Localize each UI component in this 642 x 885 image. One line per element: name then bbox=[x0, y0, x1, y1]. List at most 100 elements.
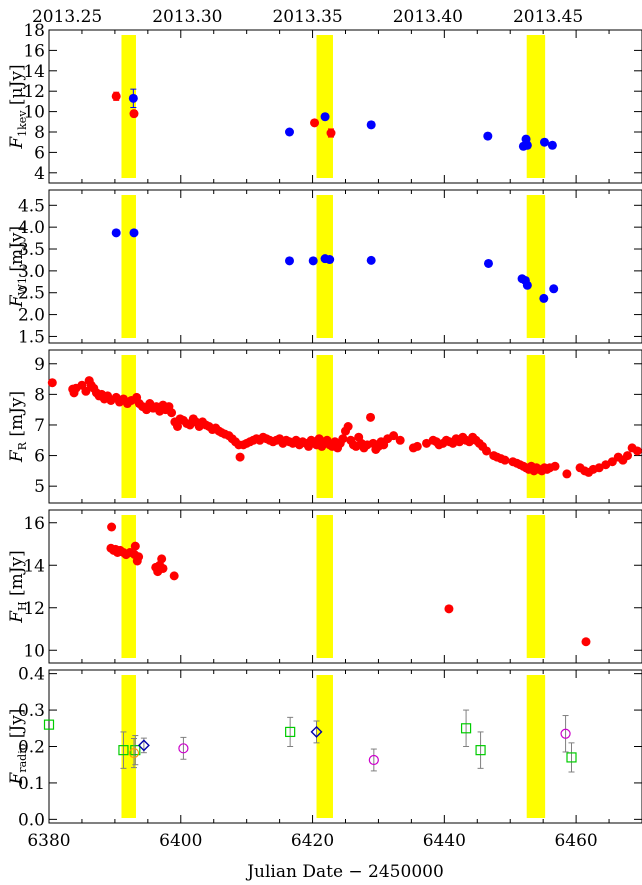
y-tick-label: 7 bbox=[34, 416, 45, 436]
y-tick-label: 8 bbox=[34, 123, 45, 143]
data-point bbox=[500, 455, 510, 465]
highlight-band bbox=[316, 675, 333, 818]
panel-f-radio: 0.0 0.1 0.2 0.3 0.4 Fradio [Jy] bbox=[7, 665, 642, 830]
y-tick-label: 12 bbox=[23, 599, 45, 619]
y-label-main: F bbox=[7, 136, 27, 150]
y-tick-label: 6 bbox=[34, 143, 45, 163]
data-point bbox=[325, 255, 335, 265]
data-point bbox=[482, 446, 492, 456]
data-point bbox=[310, 725, 323, 738]
x-tick-label: 6440 bbox=[423, 831, 466, 851]
data-point bbox=[366, 412, 376, 422]
y-tick-label: 3.0 bbox=[18, 262, 45, 282]
y-axis-label: FR [mJy] bbox=[7, 391, 29, 463]
y-tick-label: 0.2 bbox=[18, 738, 45, 758]
data-point bbox=[566, 752, 577, 763]
y-tick-label: 4.0 bbox=[18, 218, 45, 238]
data-point bbox=[549, 284, 559, 294]
data-point bbox=[285, 726, 296, 738]
highlight-band bbox=[121, 355, 136, 498]
highlight-band bbox=[526, 675, 546, 818]
y-label-sub: 1kev bbox=[16, 110, 29, 137]
data-point bbox=[172, 422, 182, 431]
data-point bbox=[158, 563, 168, 573]
highlight-band bbox=[526, 195, 546, 338]
data-point bbox=[562, 469, 572, 479]
y-label-unit: [mJy] bbox=[7, 550, 27, 601]
highlight-band bbox=[526, 515, 546, 658]
top-axis-tick-label: 2013.45 bbox=[513, 7, 583, 27]
highlight-band bbox=[121, 675, 136, 818]
y-label-unit: [μJy] bbox=[7, 64, 27, 110]
y-tick-label: 0.1 bbox=[18, 774, 45, 794]
data-point bbox=[111, 91, 121, 101]
data-point bbox=[134, 552, 144, 562]
data-point bbox=[522, 140, 532, 150]
panel-f-h: 10 12 14 16 FH [mJy] bbox=[7, 509, 642, 664]
highlight-band bbox=[526, 355, 546, 498]
data-point bbox=[107, 522, 117, 532]
data-point bbox=[284, 256, 294, 266]
data-point bbox=[235, 452, 245, 462]
data-point bbox=[169, 571, 179, 581]
y-tick-label: 9 bbox=[34, 355, 45, 375]
y-axis-label: FW1 [mJy] bbox=[7, 226, 29, 308]
y-label-sub: radio bbox=[16, 743, 29, 772]
y-tick-label: 14 bbox=[23, 556, 45, 576]
data-point bbox=[308, 256, 318, 266]
data-point bbox=[157, 554, 167, 564]
data-point bbox=[460, 723, 472, 734]
y-label-unit: [Jy] bbox=[7, 709, 27, 744]
data-point bbox=[81, 386, 91, 396]
y-label-unit: [mJy] bbox=[7, 391, 27, 442]
data-point bbox=[111, 228, 121, 238]
top-axis-tick-label: 2013.25 bbox=[32, 7, 102, 27]
data-point bbox=[310, 118, 320, 128]
data-point bbox=[581, 637, 591, 647]
y-tick-label: 14 bbox=[23, 62, 45, 82]
x-tick-label: 6380 bbox=[27, 831, 70, 851]
y-label-sub: H bbox=[16, 601, 29, 611]
data-point bbox=[483, 258, 493, 268]
data-point bbox=[167, 408, 177, 418]
data-point bbox=[623, 451, 633, 461]
y-label-unit: [mJy] bbox=[7, 226, 27, 277]
data-point bbox=[178, 743, 189, 754]
y-tick-label: 1.5 bbox=[18, 327, 45, 347]
highlight-band bbox=[316, 195, 333, 338]
data-point bbox=[129, 228, 139, 238]
data-point bbox=[389, 431, 399, 441]
highlight-band bbox=[121, 195, 136, 338]
data-point bbox=[284, 127, 294, 137]
x-tick-label: 6420 bbox=[291, 831, 334, 851]
y-tick-label: 2.5 bbox=[18, 284, 45, 304]
x-axis-label: Julian Date − 2450000 bbox=[245, 862, 444, 881]
y-tick-label: 0.4 bbox=[18, 665, 45, 685]
data-point bbox=[547, 140, 557, 150]
y-tick-label: 2.0 bbox=[18, 306, 45, 326]
y-tick-label: 16 bbox=[23, 41, 45, 61]
highlight-band bbox=[316, 355, 333, 498]
data-point bbox=[475, 745, 486, 756]
y-label-sub: R bbox=[16, 441, 29, 450]
data-point bbox=[539, 293, 549, 303]
panel-f-w1: 1.52.02.53.03.54.04.5 FW1 [mJy] bbox=[7, 189, 642, 347]
top-axis-tick-label: 2013.30 bbox=[152, 7, 222, 27]
top-axis-tick-label: 2013.40 bbox=[393, 7, 463, 27]
data-point bbox=[320, 112, 330, 122]
data-point bbox=[632, 446, 642, 456]
data-point bbox=[368, 754, 379, 766]
data-point bbox=[395, 435, 405, 445]
data-point bbox=[43, 719, 55, 730]
data-point bbox=[137, 739, 150, 752]
y-tick-label: 0.3 bbox=[18, 701, 45, 721]
highlight-band bbox=[316, 515, 333, 658]
data-point bbox=[128, 747, 140, 759]
y-label-main: F bbox=[7, 771, 27, 785]
x-tick-label: 6400 bbox=[159, 831, 202, 851]
y-tick-label: 6 bbox=[34, 447, 45, 467]
y-tick-label: 4 bbox=[34, 164, 45, 184]
